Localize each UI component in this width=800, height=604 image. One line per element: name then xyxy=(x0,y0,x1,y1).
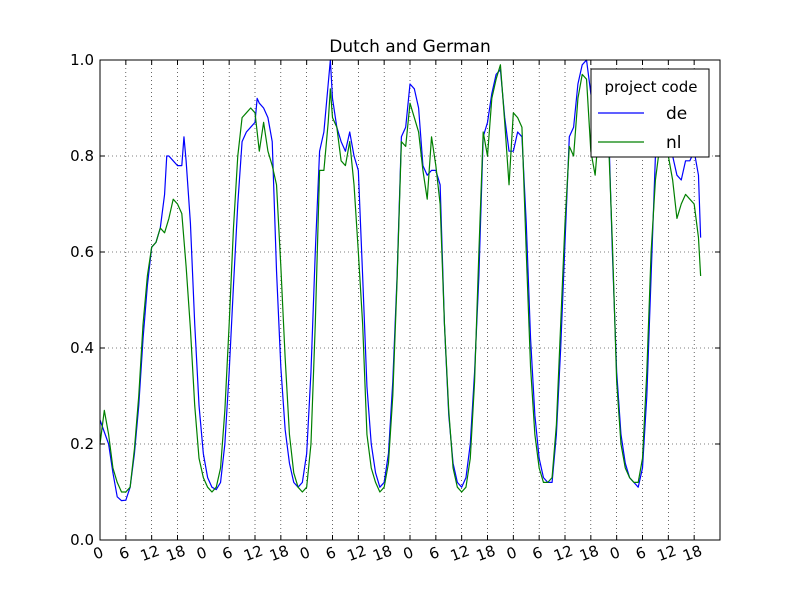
x-tick-label: 18 xyxy=(680,542,704,565)
x-tick-label: 12 xyxy=(655,542,679,565)
chart-title: Dutch and German xyxy=(329,37,491,57)
legend-title: project code xyxy=(604,78,697,96)
legend-label-de: de xyxy=(666,104,687,124)
y-tick-label: 0.6 xyxy=(70,243,94,261)
y-tick-label: 0.0 xyxy=(70,531,94,549)
legend-label-nl: nl xyxy=(666,133,682,153)
x-tick-label: 18 xyxy=(370,542,394,565)
x-tick-label: 18 xyxy=(577,542,601,565)
y-tick-label: 0.4 xyxy=(70,339,94,357)
x-tick-label: 12 xyxy=(138,542,162,565)
x-tick-label: 18 xyxy=(164,542,188,565)
x-tick-label: 18 xyxy=(267,542,291,565)
legend: project code de nl xyxy=(590,68,710,158)
x-tick-label: 18 xyxy=(474,542,498,565)
y-tick-label: 0.8 xyxy=(70,147,94,165)
x-tick-label: 12 xyxy=(551,542,575,565)
x-tick-label: 12 xyxy=(448,542,472,565)
y-tick-label: 0.2 xyxy=(70,435,94,453)
x-tick-label: 12 xyxy=(241,542,265,565)
x-tick-label: 12 xyxy=(345,542,369,565)
y-tick-label: 1.0 xyxy=(70,51,94,69)
